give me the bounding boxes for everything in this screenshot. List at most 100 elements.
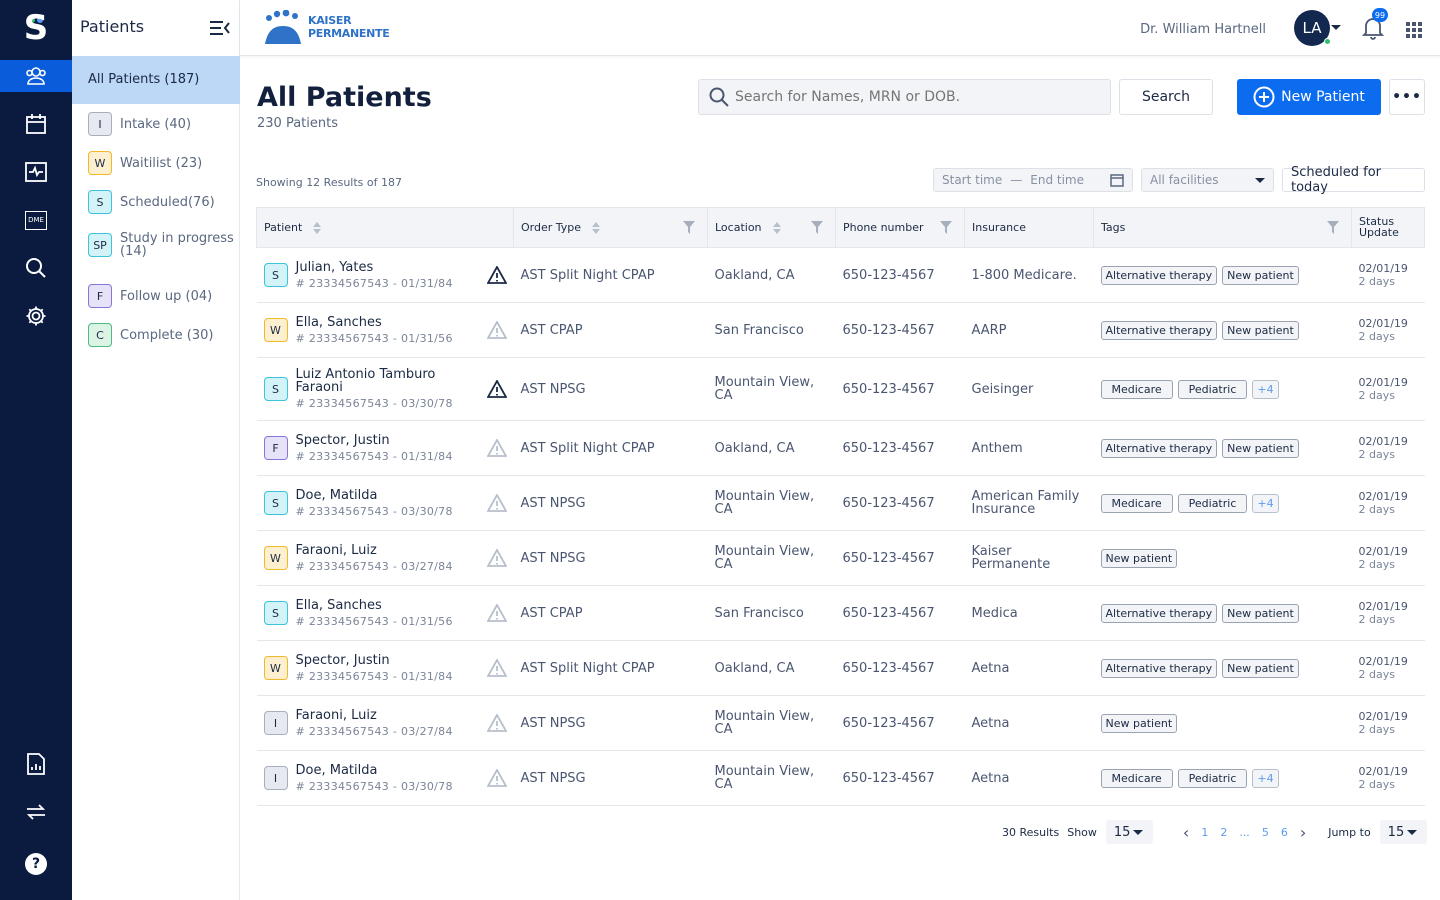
app-logo: S [23,8,49,48]
location: San Francisco [707,302,836,358]
sidebar-item-study[interactable]: SP Study in progress (14) [88,232,238,258]
sidebar-item-complete[interactable]: C Complete (30) [88,323,238,347]
patient-mrn-dob: # 23334567543 - 03/30/78 [295,779,453,793]
table-row[interactable]: I Doe, Matilda # 23334567543 - 03/30/78 A… [256,750,1425,806]
report-icon[interactable] [0,748,72,780]
patients-sidebar: Patients All Patients (187) I Intake (40)… [72,0,240,900]
user-menu-chevron-down-icon[interactable] [1331,25,1341,30]
scheduled-today-filter[interactable]: Scheduled for today [1282,165,1425,195]
prev-page-chevron-left-icon[interactable]: ‹ [1182,822,1190,842]
table-row[interactable]: W Spector, Justin # 23334567543 - 01/31/8… [256,640,1425,696]
page-link[interactable]: ... [1239,825,1250,839]
collapse-menu-icon[interactable] [210,20,230,40]
patient-name[interactable]: Ella, Sanches [295,597,382,613]
patient-count: 230 Patients [257,116,338,131]
table-row[interactable]: S Ella, Sanches # 23334567543 - 01/31/56 … [256,585,1425,641]
notification-count-badge: 99 [1372,8,1388,22]
status-ago: 2 days [1358,668,1395,681]
table-row[interactable]: F Spector, Justin # 23334567543 - 01/31/8… [256,420,1425,476]
column-header-insurance[interactable]: Insurance [964,207,1094,248]
patients-icon[interactable] [0,60,72,92]
new-patient-button[interactable]: New Patient [1237,79,1381,115]
status-badge: I [263,711,288,735]
phone-number: 650-123-4567 [835,420,965,476]
insurance: Aetna [964,640,1094,696]
page-link[interactable]: 6 [1280,825,1288,839]
table-row[interactable]: S Doe, Matilda # 23334567543 - 03/30/78 A… [256,475,1425,531]
patient-mrn-dob: # 23334567543 - 01/31/84 [295,669,453,683]
sidebar-item-follow[interactable]: F Follow up (04) [88,284,238,308]
patient-name[interactable]: Doe, Matilda [295,487,378,503]
column-header-location[interactable]: Location [707,207,836,248]
status-date: 02/01/19 [1358,317,1408,330]
column-header-phone-number[interactable]: Phone number [835,207,965,248]
table-row[interactable]: S Julian, Yates # 23334567543 - 01/31/84 … [256,247,1425,303]
page-size-select[interactable]: 15 [1105,820,1153,844]
dme-icon[interactable]: DME [0,204,72,236]
sort-icon [592,221,601,234]
order-type: AST NPSG [513,357,708,421]
patient-name[interactable]: Faraoni, Luiz [295,542,377,558]
table-row[interactable]: W Faraoni, Luiz # 23334567543 - 03/27/84 … [256,530,1425,586]
order-type: AST CPAP [513,585,708,641]
next-page-chevron-right-icon[interactable]: › [1299,822,1307,842]
patient-name[interactable]: Ella, Sanches [295,314,382,330]
patient-name[interactable]: Faraoni, Luiz [295,707,377,723]
more-tags-badge[interactable]: +4 [1252,379,1279,399]
search-button[interactable]: Search [1119,79,1213,115]
date-range-picker[interactable]: Start time — End time [933,168,1133,192]
status-badge: C [88,323,112,347]
help-icon[interactable]: ? [0,848,72,880]
patient-name[interactable]: Spector, Justin [295,652,390,668]
sort-icon [772,221,781,234]
more-tags-badge[interactable]: +4 [1252,493,1279,513]
table-row[interactable]: W Ella, Sanches # 23334567543 - 01/31/56 … [256,302,1425,358]
facility-select[interactable]: All facilities [1141,168,1274,192]
avatar[interactable]: LA [1294,10,1331,46]
sort-icon [313,221,322,234]
patient-name[interactable]: Doe, Matilda [295,762,378,778]
column-header-order-type[interactable]: Order Type [513,207,708,248]
status-badge: I [88,112,112,136]
warning-icon [486,380,507,398]
status-badge: F [88,284,112,308]
search-icon[interactable] [0,252,72,284]
sync-icon[interactable] [0,796,72,828]
column-header-patient[interactable]: Patient [256,207,514,248]
tag: Medicare [1100,493,1173,513]
page-link[interactable]: 2 [1220,825,1228,839]
apps-grid-icon[interactable] [1406,22,1422,38]
gear-icon[interactable] [0,300,72,332]
tag: New patient [1100,713,1178,733]
column-header-status-update[interactable]: Status Update [1351,207,1425,248]
calendar-icon[interactable] [0,108,72,140]
search-field[interactable] [698,79,1111,115]
table-row[interactable]: I Faraoni, Luiz # 23334567543 - 03/27/84 … [256,695,1425,751]
location: Mountain View, CA [707,357,836,421]
page-link[interactable]: 1 [1201,825,1209,839]
order-type: AST NPSG [513,530,708,586]
sidebar-item-intake[interactable]: I Intake (40) [88,112,238,136]
table-row[interactable]: S Luiz Antonio Tamburo Faraoni # 23334567… [256,357,1425,421]
search-input[interactable] [735,89,1095,105]
tags: Alternative therapy New patient [1093,420,1352,476]
insurance: Medica [964,585,1094,641]
status-ago: 2 days [1358,613,1395,626]
more-tags-badge[interactable]: +4 [1252,768,1279,788]
activity-monitor-icon[interactable] [0,156,72,188]
tags: Alternative therapy New patient [1093,585,1352,641]
patient-mrn-dob: # 23334567543 - 03/30/78 [295,504,453,518]
sidebar-item-scheduled76[interactable]: S Scheduled(76) [88,190,238,214]
page-link[interactable]: 5 [1261,825,1269,839]
patient-name[interactable]: Luiz Antonio Tamburo Faraoni [295,367,436,395]
sidebar-item-all-patients[interactable]: All Patients (187) [72,56,240,104]
page-title: All Patients [257,82,432,113]
patient-name[interactable]: Spector, Justin [295,432,390,448]
jump-to-select[interactable]: 15 [1379,820,1427,844]
more-options-button[interactable]: ••• [1389,79,1425,115]
patient-name[interactable]: Julian, Yates [295,259,374,275]
column-header-tags[interactable]: Tags [1093,207,1352,248]
sidebar-item-waitilist[interactable]: W Waitilist (23) [88,151,238,175]
location: Oakland, CA [707,247,836,303]
status-badge: F [263,436,288,460]
